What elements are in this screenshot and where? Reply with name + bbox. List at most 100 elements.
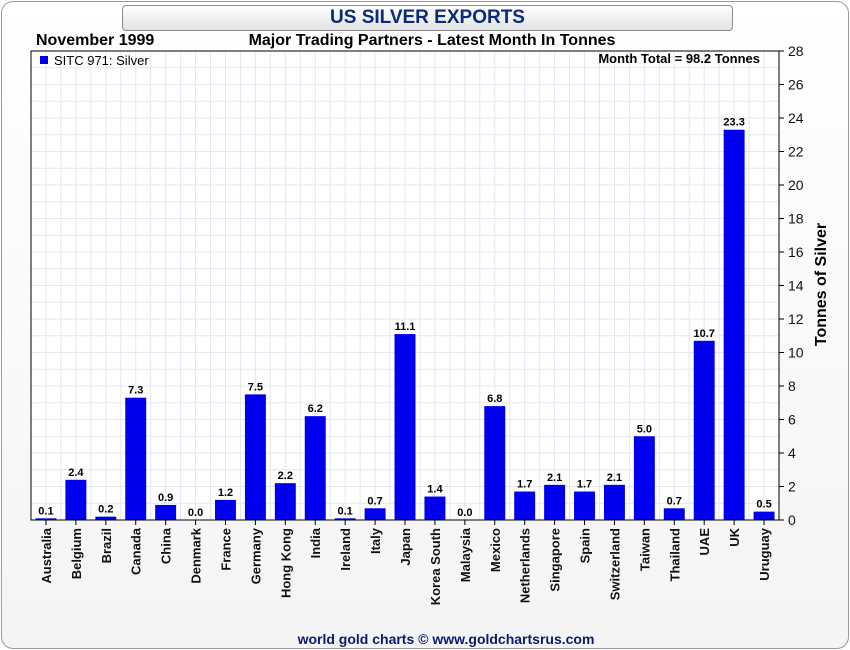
bar [544, 484, 566, 520]
bar [753, 511, 775, 520]
bar [574, 491, 595, 520]
y-tick-label: 10 [788, 345, 804, 361]
y-tick-label: 2 [788, 479, 796, 495]
data-label: 6.2 [308, 403, 323, 415]
footer-credit: world gold charts © www.goldchartsrus.co… [297, 631, 595, 647]
data-label: 1.7 [517, 479, 532, 491]
month-total-annotation: Month Total = 98.2 Tonnes [598, 51, 760, 66]
bar [514, 491, 536, 520]
data-label: 2.4 [68, 467, 84, 479]
category-label: Australia [39, 527, 54, 583]
report-date: November 1999 [36, 32, 155, 49]
bar-series [35, 129, 775, 520]
data-label: 23.3 [723, 117, 744, 129]
data-label: 0.1 [338, 505, 353, 517]
bar [304, 416, 326, 520]
bar [65, 479, 87, 520]
category-label: Uruguay [757, 527, 772, 581]
labels: 0.1 Australia 2.4 Belgium 0.2 Brazil 7.3 Canada… [38, 43, 830, 605]
data-label: 1.2 [218, 487, 233, 499]
bar [723, 129, 745, 520]
y-tick-label: 4 [788, 445, 796, 461]
bar [424, 496, 446, 520]
y-tick-label: 12 [788, 311, 804, 327]
bar [394, 334, 416, 520]
data-label: 11.1 [395, 321, 416, 333]
y-tick-label: 22 [788, 144, 804, 160]
data-label: 5.0 [637, 423, 652, 435]
category-label: Thailand [667, 528, 682, 582]
y-axis-label: Tonnes of Silver [813, 223, 830, 346]
category-label: Canada [129, 527, 144, 575]
data-label: 2.1 [547, 472, 562, 484]
bar [155, 504, 177, 520]
data-label: 1.7 [577, 479, 592, 491]
category-label: Hong Kong [278, 528, 293, 598]
y-tick-label: 14 [788, 278, 804, 294]
category-label: UK [727, 527, 742, 546]
axes [30, 50, 784, 525]
category-label: Ireland [338, 528, 353, 571]
data-label: 7.5 [248, 381, 263, 393]
category-label: Netherlands [518, 528, 533, 603]
category-label: Belgium [69, 528, 84, 579]
bar [663, 508, 685, 520]
data-label: 1.4 [427, 484, 443, 496]
legend-swatch [40, 56, 48, 64]
bar [364, 508, 386, 520]
bar [95, 516, 117, 520]
category-label: Switzerland [607, 528, 622, 600]
bar [334, 518, 356, 520]
bar [633, 436, 655, 520]
y-tick-label: 6 [788, 412, 796, 428]
bar [35, 518, 57, 520]
data-label: 0.7 [367, 495, 382, 507]
category-label: China [159, 527, 174, 564]
data-label: 0.0 [457, 507, 472, 519]
category-label: Taiwan [637, 528, 652, 571]
category-label: Malaysia [458, 527, 473, 582]
data-label: 2.2 [278, 470, 293, 482]
category-label: Spain [578, 528, 593, 563]
data-label: 0.5 [756, 499, 771, 511]
chart-subtitle: Major Trading Partners - Latest Month In… [248, 32, 616, 49]
y-tick-label: 24 [788, 110, 804, 126]
bar [274, 483, 296, 520]
category-label: France [218, 528, 233, 571]
bar [693, 340, 715, 520]
category-label: Italy [368, 527, 383, 554]
category-label: Mexico [488, 528, 503, 572]
data-label: 7.3 [128, 385, 143, 397]
data-label: 6.8 [487, 393, 502, 405]
data-label: 0.1 [38, 505, 53, 517]
data-label: 10.7 [693, 328, 714, 340]
data-label: 0.7 [667, 495, 682, 507]
bar [215, 499, 236, 520]
category-label: UAE [697, 528, 712, 556]
y-tick-label: 28 [788, 43, 804, 59]
bar [603, 484, 625, 520]
legend-label: SITC 971: Silver [54, 53, 149, 68]
data-label: 0.0 [188, 507, 203, 519]
category-label: Korea South [428, 528, 443, 605]
y-tick-label: 8 [788, 378, 796, 394]
y-tick-label: 26 [788, 77, 804, 93]
y-tick-label: 16 [788, 244, 804, 260]
data-label: 0.9 [158, 492, 173, 504]
bar [244, 394, 266, 520]
category-label: Denmark [189, 527, 204, 583]
category-label: Singapore [548, 528, 563, 592]
data-label: 0.2 [98, 504, 113, 516]
y-tick-label: 18 [788, 211, 804, 227]
y-tick-label: 20 [788, 177, 804, 193]
data-label: 2.1 [607, 472, 622, 484]
bar [125, 397, 147, 520]
category-label: Japan [398, 528, 413, 566]
category-label: India [308, 527, 323, 558]
category-label: Brazil [99, 528, 114, 563]
category-label: Germany [248, 527, 263, 584]
chart-title: US SILVER EXPORTS [122, 5, 733, 31]
y-tick-label: 0 [788, 512, 796, 528]
bar [484, 406, 506, 520]
